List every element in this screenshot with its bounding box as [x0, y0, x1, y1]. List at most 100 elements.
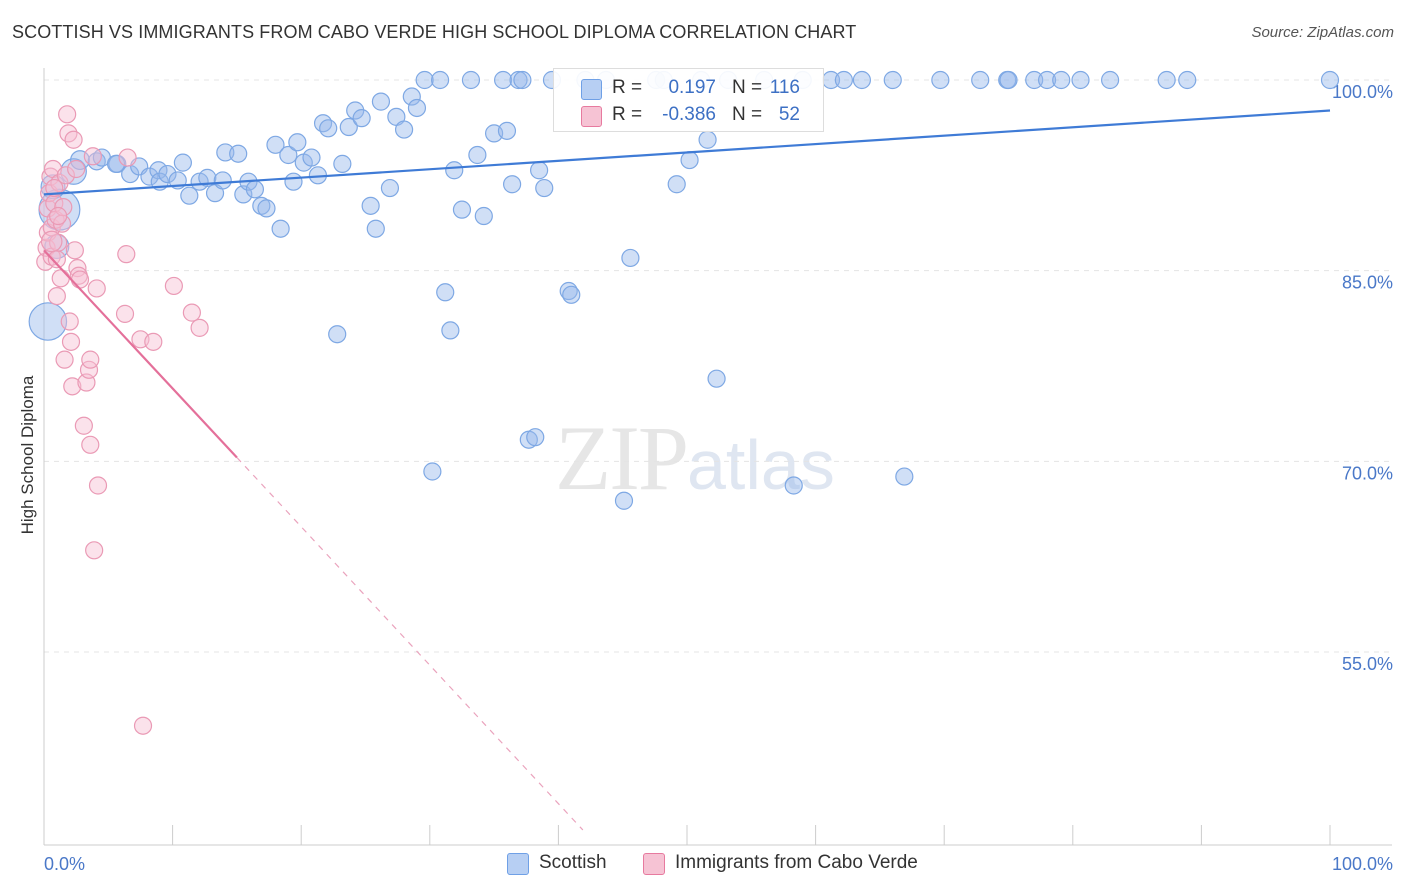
scottish-point — [834, 70, 853, 90]
scottish-point — [999, 70, 1018, 90]
scottish-point — [1178, 70, 1197, 90]
scottish-point — [1157, 70, 1176, 90]
legend-swatch-scottish — [581, 79, 602, 100]
scottish-point — [680, 150, 699, 170]
scottish-point — [158, 164, 177, 184]
cabo-verde-point — [182, 303, 201, 322]
scottish-point — [361, 196, 380, 215]
y-tick-label: 55.0% — [1342, 654, 1393, 674]
scottish-point — [346, 101, 365, 120]
cabo-verde-point — [88, 476, 108, 495]
legend-row-cabo-verde: R = -0.386 N = 52 — [554, 102, 823, 130]
scottish-point — [562, 285, 581, 304]
scottish-point — [198, 168, 217, 187]
scottish-point — [614, 491, 634, 510]
scottish-point — [380, 178, 400, 198]
chart-title: SCOTTISH VS IMMIGRANTS FROM CABO VERDE H… — [12, 22, 857, 42]
scottish-point — [279, 145, 298, 165]
scottish-point — [1052, 70, 1071, 90]
scottish-point — [461, 70, 481, 90]
scottish-point — [213, 171, 232, 190]
cabo-verde-point — [56, 166, 75, 185]
scottish-point — [621, 248, 640, 268]
scottish-point — [503, 175, 522, 194]
scottish-point — [441, 321, 460, 340]
legend-row-scottish: R = 0.197 N = 116 — [554, 75, 823, 103]
cabo-verde-point — [85, 541, 104, 560]
cabo-verde-point — [40, 230, 63, 253]
scottish-point — [106, 154, 126, 173]
scottish-point — [28, 302, 68, 341]
y-tick-label: 85.0% — [1342, 273, 1393, 293]
scottish-point — [436, 283, 455, 302]
series-legend: Scottish Immigrants from Cabo Verde — [0, 850, 1406, 878]
scottish-point — [257, 199, 276, 218]
scottish-point — [423, 462, 442, 481]
x-tick-label: 0.0% — [44, 854, 85, 874]
cabo-verde-point — [61, 332, 81, 351]
scottish-point — [707, 369, 726, 388]
scottish-point — [180, 186, 199, 205]
cabo-verde-point — [49, 206, 68, 226]
cabo-verde-point — [133, 716, 153, 735]
scottish-point — [352, 109, 371, 128]
scottish-point — [445, 161, 464, 180]
scottish-point — [1025, 70, 1044, 90]
scottish-point — [339, 117, 358, 137]
cabo-verde-point — [144, 332, 163, 351]
legend-r-value: 0.197 — [668, 77, 716, 98]
scottish-point — [271, 219, 290, 238]
y-axis-label: High School Diploma — [18, 375, 37, 535]
scottish-point — [526, 428, 545, 447]
legend-r-value: -0.386 — [662, 104, 716, 125]
cabo-verde-trend-extension — [236, 457, 584, 831]
cabo-verde-point — [87, 279, 106, 298]
cabo-verde-point — [74, 416, 93, 435]
cabo-verde-point — [47, 286, 66, 306]
scottish-point — [173, 153, 192, 172]
cabo-verde-point — [117, 245, 136, 264]
cabo-verde-point — [63, 377, 82, 396]
cabo-verde-point — [64, 130, 83, 149]
cabo-verde-point — [81, 350, 100, 369]
cabo-verde-point — [164, 276, 183, 296]
y-tick-label: 70.0% — [1342, 463, 1393, 483]
scottish-point — [229, 144, 248, 163]
scottish-point — [402, 87, 421, 106]
cabo-verde-point — [190, 318, 209, 337]
scottish-point — [284, 172, 303, 191]
correlation-legend: R = 0.197 N = 116 R = -0.386 N = 52 — [553, 68, 824, 132]
scottish-point — [266, 135, 285, 154]
scottish-point — [252, 196, 271, 215]
cabo-verde-point — [83, 147, 102, 166]
scottish-point — [313, 114, 333, 133]
cabo-verde-point — [118, 148, 137, 167]
cabo-verde-point — [51, 269, 70, 288]
scottish-point — [216, 143, 235, 162]
scottish-point — [366, 219, 385, 238]
scottish-point — [328, 325, 347, 344]
source-label: Source: ZipAtlas.com — [1251, 24, 1394, 41]
legend-n-label: N = — [732, 104, 763, 125]
legend-label-cabo-verde: Immigrants from Cabo Verde — [675, 852, 918, 873]
cabo-verde-point — [54, 198, 73, 217]
cabo-verde-point — [50, 173, 69, 193]
legend-n-value: 52 — [778, 104, 800, 125]
scottish-point — [474, 206, 493, 226]
legend-swatch-cabo-verde — [581, 106, 602, 127]
legend-n-value: 116 — [769, 77, 800, 98]
scottish-point — [394, 120, 414, 139]
scottish-point — [1320, 70, 1340, 90]
scottish-point — [513, 70, 532, 90]
scottish-point — [535, 178, 554, 198]
scottish-point — [530, 161, 549, 180]
cabo-verde-point — [58, 105, 77, 124]
scottish-point — [971, 70, 990, 90]
scottish-point — [430, 70, 450, 90]
cabo-verde-point — [115, 304, 135, 323]
y-tick-label: 100.0% — [1332, 82, 1393, 102]
scottish-point — [1100, 70, 1120, 90]
cabo-verde-point — [45, 178, 64, 198]
cabo-verde-point — [67, 159, 86, 179]
scottish-point — [302, 148, 321, 167]
